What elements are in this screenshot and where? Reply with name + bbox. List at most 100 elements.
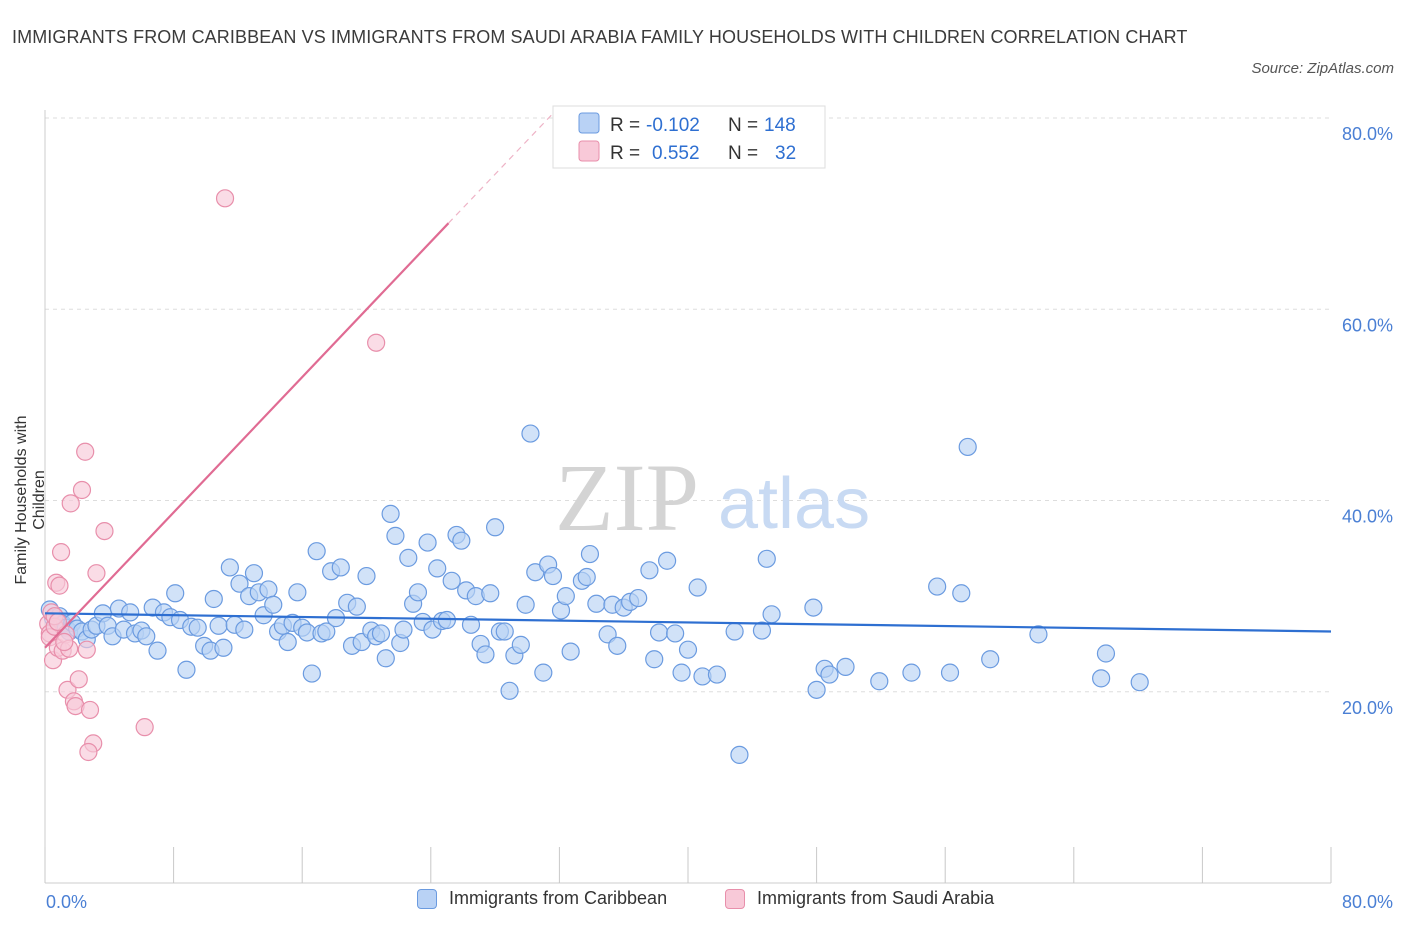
point-saudi-arabia (77, 640, 96, 659)
point-caribbean (672, 663, 691, 682)
point-caribbean (220, 558, 239, 577)
point-caribbean (649, 623, 669, 642)
point-saudi-arabia (55, 632, 74, 652)
point-caribbean (608, 636, 627, 655)
x-tick-label: 0.0% (46, 892, 87, 912)
point-caribbean (418, 533, 437, 552)
source-label: Source: ZipAtlas.com (1251, 60, 1394, 77)
point-caribbean (707, 665, 727, 684)
point-caribbean (461, 615, 481, 634)
trend-lines (44, 114, 1332, 649)
legend-swatch-saudi-arabia (725, 888, 745, 909)
point-caribbean (666, 624, 685, 643)
point-caribbean (511, 635, 530, 654)
trend-line-saudi-arabia (44, 222, 450, 649)
point-caribbean (500, 681, 519, 700)
point-caribbean (317, 622, 336, 641)
point-caribbean (386, 526, 405, 545)
point-caribbean (278, 632, 297, 652)
point-saudi-arabia (95, 521, 114, 541)
watermark-atlas: atlas (718, 464, 870, 544)
gridlines (45, 117, 1331, 693)
point-caribbean (521, 424, 540, 443)
watermark: ZIP atlas (555, 444, 870, 551)
point-caribbean (807, 680, 826, 699)
point-caribbean (981, 650, 1000, 669)
legend-n-value: 148 (764, 115, 796, 136)
point-caribbean (640, 561, 659, 580)
legend-label-caribbean: Immigrants from Caribbean (449, 888, 668, 908)
point-caribbean (204, 589, 223, 609)
series-legend: Immigrants from Caribbean Immigrants fro… (0, 888, 1406, 918)
point-caribbean (804, 598, 823, 617)
point-caribbean (148, 641, 167, 660)
point-saudi-arabia (76, 442, 95, 461)
point-caribbean (1092, 669, 1111, 688)
point-caribbean (235, 620, 254, 639)
legend-r-value: -0.102 (646, 115, 700, 136)
legend-n-value: 32 (775, 143, 796, 164)
point-caribbean (331, 558, 350, 577)
point-caribbean (534, 663, 553, 682)
point-caribbean (730, 745, 749, 764)
point-caribbean (121, 603, 140, 622)
point-saudi-arabia (135, 718, 154, 737)
point-saudi-arabia (69, 670, 88, 689)
point-caribbean (902, 663, 921, 682)
legend-swatch-caribbean (417, 888, 437, 909)
data-points (39, 189, 1149, 764)
point-caribbean (580, 544, 600, 564)
legend-n-label: N = (728, 143, 758, 164)
point-caribbean (1096, 644, 1116, 663)
legend-n-label: N = (728, 115, 758, 136)
point-caribbean (1029, 625, 1048, 644)
point-saudi-arabia (50, 576, 69, 595)
point-caribbean (820, 665, 839, 684)
point-caribbean (428, 559, 447, 578)
point-caribbean (958, 437, 977, 457)
point-caribbean (940, 663, 960, 682)
point-saudi-arabia (79, 742, 98, 762)
point-caribbean (214, 638, 233, 657)
point-caribbean (371, 624, 391, 643)
point-caribbean (516, 595, 535, 614)
point-saudi-arabia (367, 333, 386, 352)
point-caribbean (577, 567, 596, 587)
y-tick-label: 80.0% (1342, 124, 1393, 144)
point-caribbean (230, 574, 249, 593)
point-caribbean (399, 548, 418, 567)
point-caribbean (762, 605, 781, 624)
point-caribbean (836, 657, 855, 676)
point-caribbean (495, 622, 514, 641)
point-caribbean (556, 587, 575, 606)
point-saudi-arabia (80, 700, 100, 720)
watermark-zip: ZIP (555, 444, 699, 551)
point-caribbean (629, 588, 648, 608)
point-caribbean (209, 616, 228, 635)
chart-title: IMMIGRANTS FROM CARIBBEAN VS IMMIGRANTS … (12, 27, 1188, 47)
legend-swatch-caribbean (578, 112, 600, 134)
point-caribbean (587, 594, 606, 613)
point-caribbean (394, 620, 413, 639)
point-caribbean (561, 642, 580, 661)
legend-r-value: 0.552 (652, 143, 700, 164)
point-caribbean (543, 566, 563, 586)
axes: 20.0% 40.0% 60.0% 80.0% 0.0% 80.0% (44, 110, 1393, 912)
point-caribbean (481, 584, 500, 603)
point-caribbean (486, 518, 505, 537)
legend-r-label: R = (610, 115, 640, 136)
trend-line-caribbean (44, 612, 1332, 633)
point-caribbean (928, 577, 947, 596)
point-caribbean (870, 672, 889, 691)
point-caribbean (376, 649, 395, 668)
point-caribbean (177, 660, 196, 679)
point-caribbean (307, 542, 326, 561)
legend-r-label: R = (610, 143, 640, 164)
point-caribbean (137, 627, 156, 646)
point-caribbean (452, 531, 471, 550)
point-caribbean (302, 664, 321, 683)
point-caribbean (381, 504, 400, 523)
point-caribbean (357, 566, 376, 586)
point-caribbean (952, 584, 971, 603)
point-caribbean (1130, 673, 1149, 692)
